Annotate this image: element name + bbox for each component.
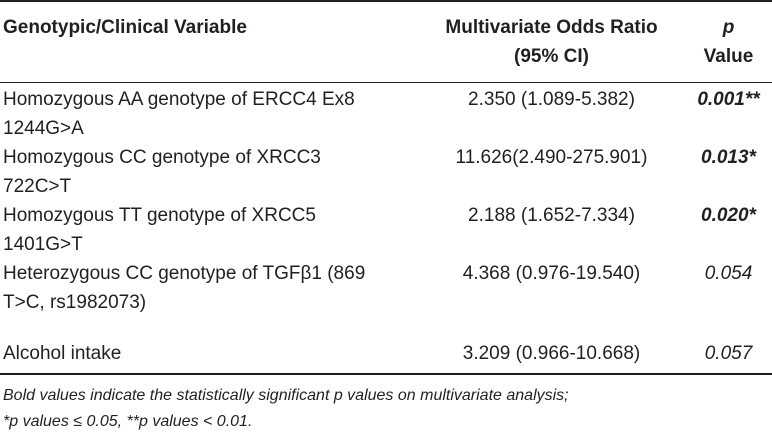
row-variable: Homozygous TT genotype of XRCC5 1401G>T — [3, 201, 413, 259]
row-p-value: 0.013* — [701, 147, 756, 168]
row-variable: Homozygous CC genotype of XRCC3 722C>T — [3, 143, 413, 201]
header-odds-ratio-line1: Multivariate Odds Ratio — [445, 17, 658, 38]
header-p-value-label: Value — [703, 46, 754, 67]
row-variable-line2: 1244G>A — [3, 118, 84, 139]
header-p-symbol: p — [722, 17, 735, 38]
table-row: Homozygous TT genotype of XRCC5 1401G>T … — [0, 199, 772, 257]
table-row: Heterozygous CC genotype of TGFβ1 (869 T… — [0, 257, 772, 315]
row-odds-ratio: 2.350 (1.089-5.382) — [468, 89, 635, 110]
footnote-line1: Bold values indicate the statistically s… — [3, 387, 569, 404]
row-p-value: 0.057 — [704, 343, 753, 364]
table-row: Homozygous CC genotype of XRCC3 722C>T 1… — [0, 141, 772, 199]
table-bottom-rule — [0, 373, 772, 375]
row-variable-line2: 1401G>T — [3, 234, 83, 255]
row-p-value: 0.001** — [697, 89, 760, 110]
row-p-value: 0.054 — [704, 263, 753, 284]
table-row: Homozygous AA genotype of ERCC4 Ex8 1244… — [0, 83, 772, 141]
row-variable-line2: T>C, rs1982073) — [3, 292, 147, 313]
row-variable-line1: Homozygous TT genotype of XRCC5 — [3, 205, 316, 226]
table-top-rule — [0, 0, 772, 2]
row-odds-ratio: 3.209 (0.966-10.668) — [462, 343, 641, 364]
row-variable-line1: Heterozygous CC genotype of TGFβ1 (869 — [3, 263, 366, 284]
row-variable-line1: Homozygous CC genotype of XRCC3 — [3, 147, 321, 168]
footnote-line2: *p values ≤ 0.05, **p values < 0.01. — [3, 413, 253, 430]
row-variable-line1: Alcohol intake — [3, 343, 122, 364]
row-variable-line2: 722C>T — [3, 176, 72, 197]
header-odds-ratio-line2: (95% CI) — [514, 46, 589, 67]
row-odds-ratio: 2.188 (1.652-7.334) — [468, 205, 635, 226]
table-row: Alcohol intake 3.209 (0.966-10.668) 0.05… — [0, 337, 772, 367]
header-variable: Genotypic/Clinical Variable — [3, 17, 247, 38]
row-variable: Homozygous AA genotype of ERCC4 Ex8 1244… — [3, 85, 413, 143]
row-variable: Heterozygous CC genotype of TGFβ1 (869 T… — [3, 259, 413, 317]
row-variable: Alcohol intake — [3, 339, 413, 368]
header-rule — [0, 82, 772, 83]
row-odds-ratio: 4.368 (0.976-19.540) — [462, 263, 641, 284]
header-odds-ratio: Multivariate Odds Ratio (95% CI) — [420, 13, 683, 71]
table-footnote: Bold values indicate the statistically s… — [3, 383, 769, 435]
row-odds-ratio: 11.626(2.490-275.901) — [455, 147, 648, 168]
header-p-value: p Value — [685, 13, 772, 71]
row-variable-line1: Homozygous AA genotype of ERCC4 Ex8 — [3, 89, 355, 110]
row-p-value: 0.020* — [701, 205, 756, 226]
